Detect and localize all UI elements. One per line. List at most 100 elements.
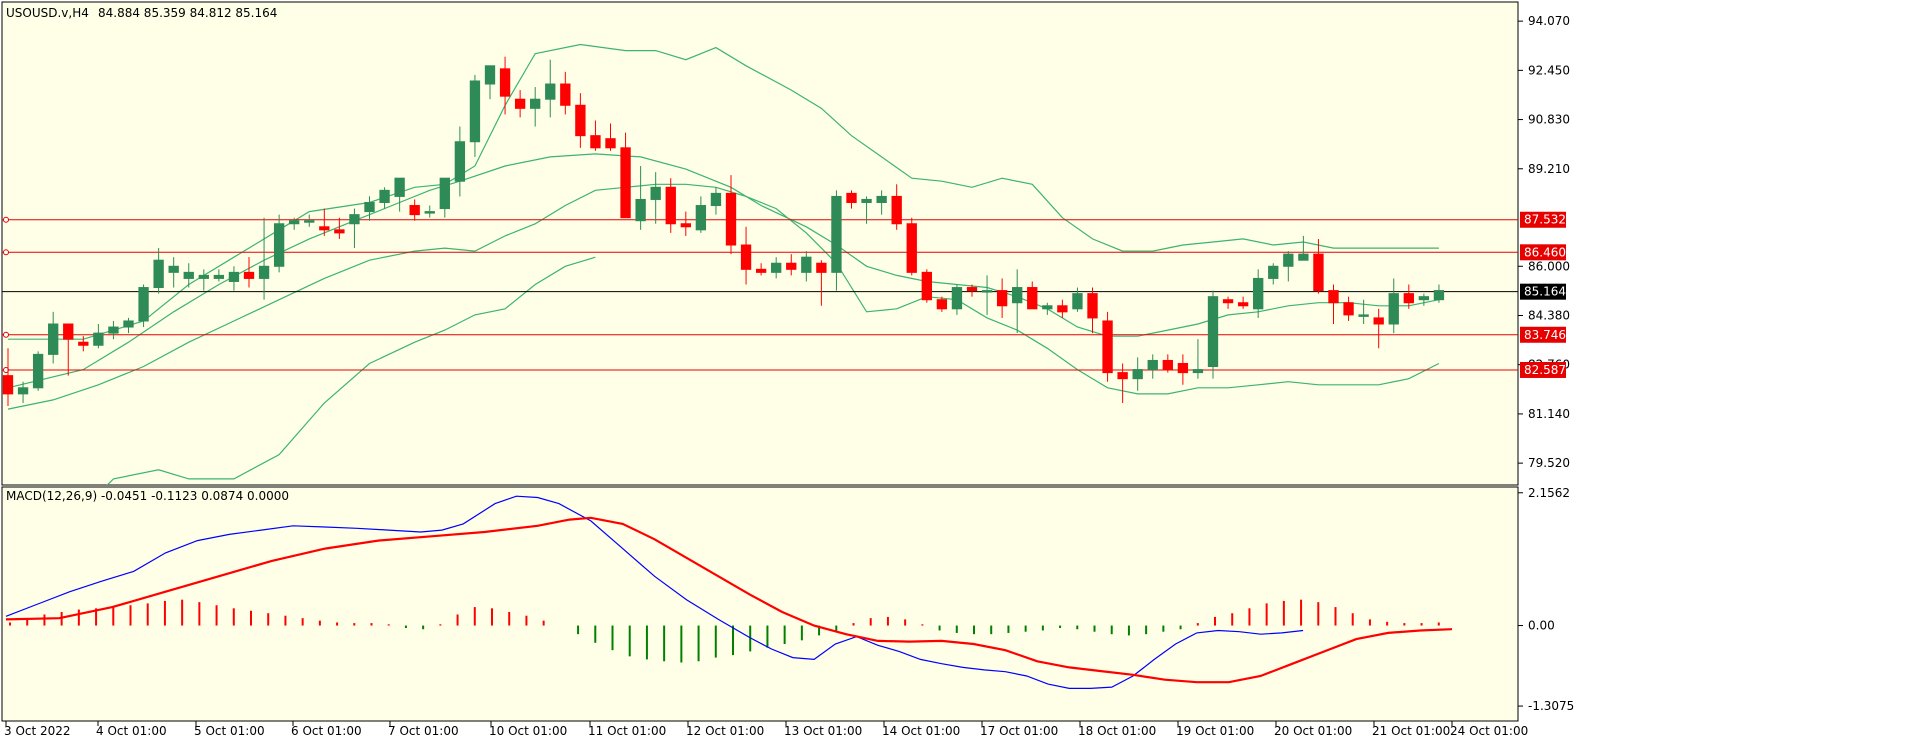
candle-body (605, 138, 616, 149)
candle-body (801, 256, 812, 273)
time-tick-label: 24 Oct 01:00 (1450, 724, 1528, 738)
level-anchor (3, 249, 9, 256)
candle-body (394, 177, 405, 197)
candle-body (921, 271, 932, 301)
candle-body (1268, 265, 1279, 279)
candle-body (138, 287, 149, 322)
candle-body (861, 198, 872, 203)
time-tick-label: 11 Oct 01:00 (588, 724, 666, 738)
macd-tick-label: 0.00 (1528, 619, 1555, 633)
price-tick-label: 90.830 (1528, 113, 1570, 127)
candle-body (695, 205, 707, 231)
time-tick-label: 4 Oct 01:00 (96, 724, 167, 738)
current-price-label-bg (1520, 283, 1566, 300)
candle-body (680, 223, 691, 228)
candle-body (1192, 369, 1204, 374)
candle-body (1283, 253, 1294, 267)
candle-body (1298, 253, 1309, 261)
candle-body (1087, 293, 1098, 319)
candle-body (1132, 369, 1143, 380)
price-tick-label: 86.000 (1528, 259, 1570, 273)
candle-body (409, 205, 420, 216)
level-label: 82.587 (1524, 363, 1566, 377)
candle-body (32, 353, 44, 389)
candle-body (319, 226, 330, 231)
main-pane (2, 43, 1518, 485)
candle-body (334, 229, 345, 234)
candle-body (1222, 299, 1234, 304)
candle-body (1313, 253, 1324, 292)
candle-body (364, 201, 375, 213)
candle-body (771, 262, 782, 273)
candle-body (499, 68, 511, 97)
candle-body (831, 195, 842, 273)
candle-body (891, 195, 902, 225)
candle-body (1177, 362, 1189, 374)
candle-body (349, 214, 360, 225)
time-tick-label: 21 Oct 01:00 (1372, 724, 1450, 738)
macd-line (5, 495, 1304, 689)
candle-body (560, 83, 571, 106)
candle-body (725, 192, 737, 246)
price-tick-label: 92.450 (1528, 63, 1570, 77)
candle-body (1237, 302, 1249, 307)
candle-body (78, 341, 89, 346)
candle-body (439, 177, 450, 210)
time-tick-label: 19 Oct 01:00 (1176, 724, 1254, 738)
chart-title: USOUSD.v,H4 (6, 6, 89, 20)
time-tick-label: 3 Oct 2022 (4, 724, 71, 738)
candle-body (258, 265, 270, 279)
candle-body (996, 290, 1008, 307)
macd-tick-label: 2.1562 (1528, 486, 1570, 500)
signal-line (5, 516, 1453, 684)
candle-body (650, 186, 661, 200)
candle-body (48, 323, 59, 355)
time-tick-label: 12 Oct 01:00 (686, 724, 764, 738)
level-anchor (3, 216, 9, 223)
candle-body (710, 192, 722, 207)
candle-body (575, 104, 586, 137)
candle-body (108, 326, 119, 334)
candle-body (379, 189, 390, 203)
candle-body (1012, 287, 1023, 304)
candle-body (183, 271, 194, 279)
candle-body (876, 195, 887, 203)
candle-body (454, 141, 466, 182)
candle-body (786, 262, 797, 270)
candle-body (514, 98, 526, 109)
candle-body (93, 332, 104, 346)
macd-title: MACD(12,26,9) -0.0451 -0.1123 0.0874 0.0… (6, 489, 289, 503)
candle-body (1418, 296, 1430, 301)
macd-pane (5, 495, 1453, 689)
level-label: 87.532 (1524, 213, 1566, 227)
candle-body (1042, 305, 1053, 310)
candle-body (273, 223, 285, 267)
candle-body (906, 223, 917, 273)
candle-body (1057, 305, 1068, 313)
candle-body (755, 268, 767, 273)
candle-body (1162, 359, 1173, 371)
bollinger-lower-early (106, 256, 596, 485)
candle-body (1117, 372, 1128, 380)
candle-body (966, 287, 978, 292)
candle-body (951, 287, 963, 310)
candle-body (424, 211, 435, 214)
level-label: 86.460 (1524, 245, 1566, 259)
price-tick-label: 81.140 (1528, 407, 1570, 421)
candle-body (620, 147, 631, 219)
bollinger-upper (8, 43, 1439, 340)
price-tick-label: 79.520 (1528, 456, 1570, 470)
candle-body (1102, 320, 1113, 374)
candle-body (1072, 293, 1083, 310)
candle-body (545, 83, 556, 100)
candle-body (1253, 277, 1264, 310)
ohlc-readout: 84.884 85.359 84.812 85.164 (98, 6, 277, 20)
candle-body (816, 262, 827, 273)
time-tick-label: 13 Oct 01:00 (784, 724, 862, 738)
candle-body (228, 271, 240, 282)
candle-body (1433, 290, 1445, 301)
price-tick-label: 94.070 (1528, 14, 1570, 28)
candle-body (168, 265, 179, 273)
